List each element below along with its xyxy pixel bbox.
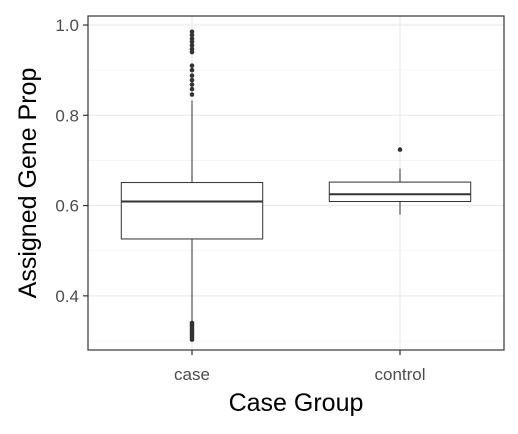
axis-layer: 0.4 0.6 0.8 1.0 case control xyxy=(55,16,425,384)
x-tick-label-case: case xyxy=(174,365,210,384)
y-tick-label: 0.4 xyxy=(55,287,79,306)
y-tick-label: 1.0 xyxy=(55,16,79,35)
outlier-point xyxy=(189,82,195,87)
y-tick-label: 0.8 xyxy=(55,106,79,125)
iqr-box xyxy=(120,182,264,240)
y-tick-label: 0.6 xyxy=(55,197,79,216)
outlier-point xyxy=(189,67,195,73)
x-axis-title: Case Group xyxy=(229,389,364,417)
outlier-point xyxy=(189,29,195,35)
outlier-point xyxy=(189,36,195,41)
outlier-point xyxy=(189,32,195,38)
outlier-point xyxy=(189,46,195,52)
box-layer xyxy=(120,29,472,342)
outlier-point xyxy=(189,77,195,83)
outlier-point xyxy=(189,63,195,68)
outlier-point xyxy=(189,92,195,97)
outlier-point xyxy=(397,147,403,152)
panel-border xyxy=(87,15,505,351)
iqr-box xyxy=(328,181,472,203)
x-tick-label-control: control xyxy=(374,365,425,384)
outlier-point xyxy=(189,73,195,78)
outlier-point xyxy=(189,49,195,55)
outlier-point xyxy=(189,43,195,48)
box-case xyxy=(120,29,264,342)
outlier-point xyxy=(189,39,195,45)
outlier-point xyxy=(189,86,195,92)
y-axis-title: Assigned Gene Prop xyxy=(14,68,42,299)
box-control xyxy=(328,147,472,215)
outlier-point xyxy=(189,320,195,326)
